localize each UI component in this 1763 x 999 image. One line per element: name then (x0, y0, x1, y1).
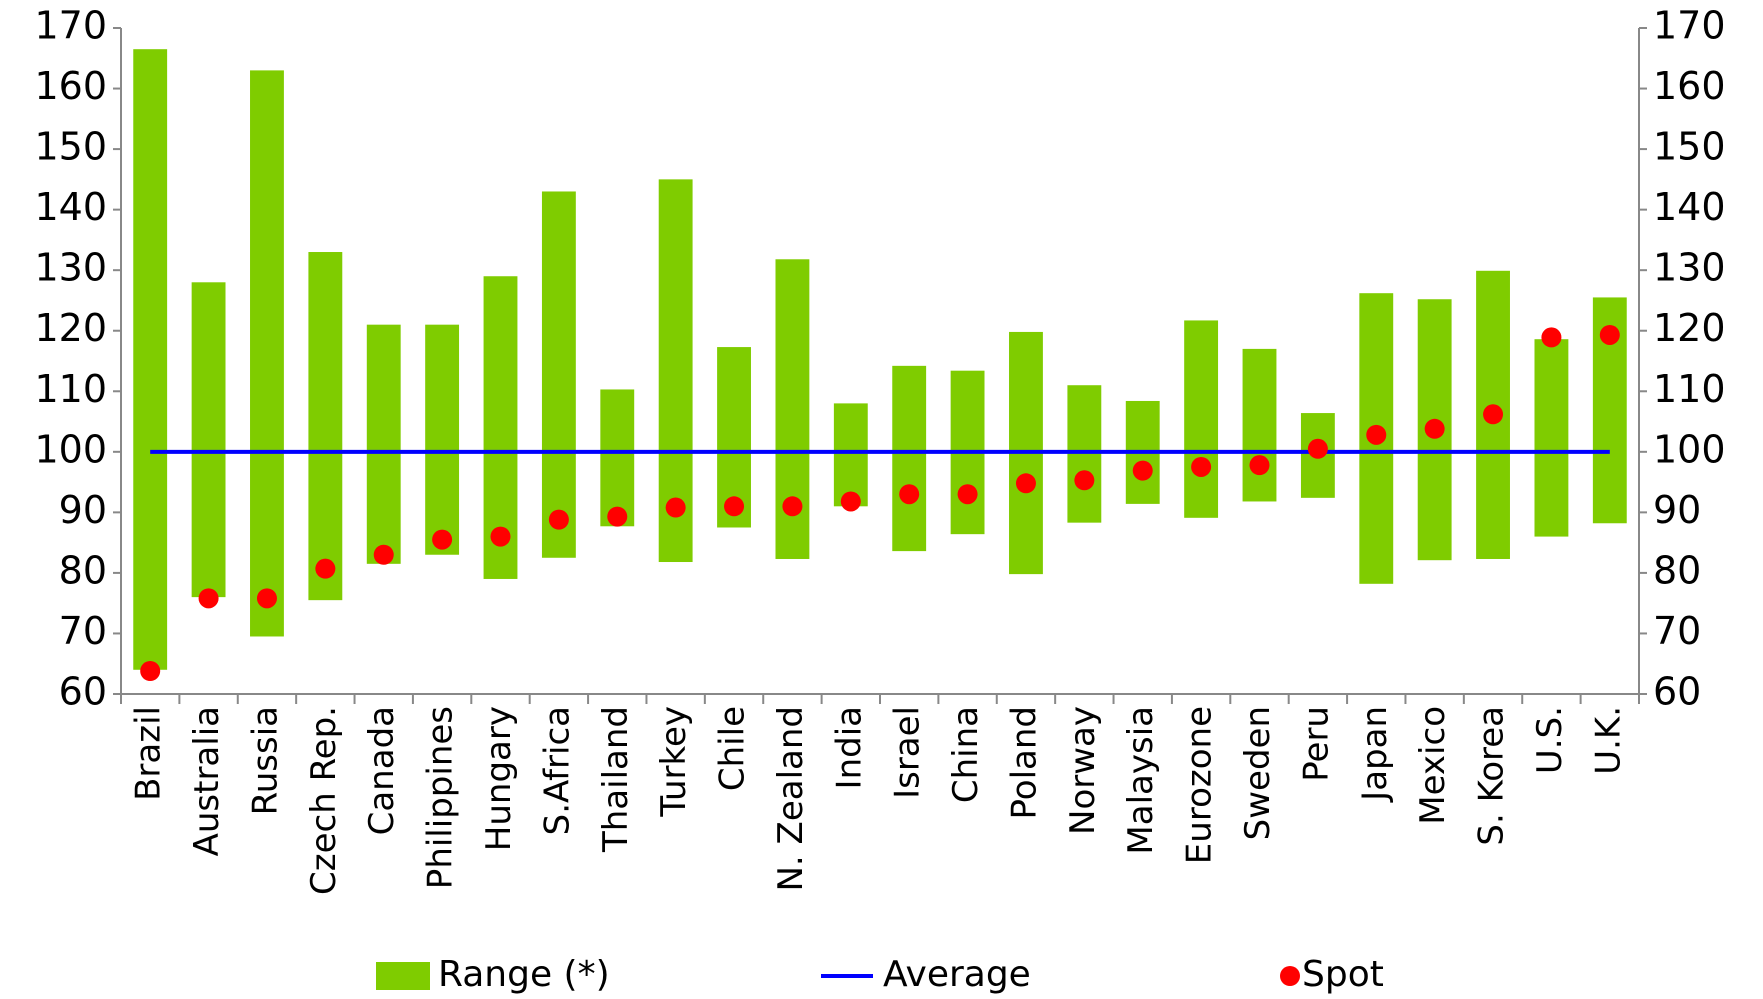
spot-dot (140, 660, 161, 681)
x-tick-label: Philippines (421, 706, 461, 889)
y-tick-label: 130 (34, 246, 107, 290)
y2-tick-label: 160 (1653, 64, 1726, 108)
y2-tick-label: 60 (1653, 670, 1701, 714)
y-tick-label: 100 (34, 427, 107, 471)
y2-tick-label: 90 (1653, 488, 1701, 532)
range-bar (191, 282, 226, 598)
y2-tick-label: 140 (1653, 185, 1726, 229)
y-tick-label: 110 (34, 367, 107, 411)
legend-label: Spot (1302, 954, 1384, 995)
spot-dot (1424, 418, 1445, 439)
legend-swatch (376, 962, 430, 990)
x-tick-label: Eurozone (1180, 706, 1220, 864)
spot-dot (724, 496, 745, 517)
spot-dot (1015, 473, 1036, 494)
range-bar (1184, 320, 1219, 518)
y-tick-label: 80 (59, 548, 107, 592)
y2-tick-label: 120 (1653, 306, 1726, 350)
spot-dot (1074, 470, 1095, 491)
y-tick-label: 160 (34, 64, 107, 108)
spot-dot (1191, 456, 1212, 477)
range-bar (133, 49, 168, 670)
x-tick-label: N. Zealand (771, 706, 811, 892)
spot-dot (198, 588, 219, 609)
x-tick-label: Brazil (129, 706, 169, 801)
x-tick-label: Japan (1355, 706, 1395, 803)
x-tick-label: U.S. (1530, 706, 1570, 774)
x-tick-label: Canada (362, 706, 402, 835)
spot-dot (1132, 460, 1153, 481)
spot-dot (607, 506, 628, 527)
spot-dot (315, 558, 336, 579)
x-tick-label: Malaysia (1121, 706, 1161, 855)
y-tick-label: 60 (59, 670, 107, 714)
y2-tick-label: 110 (1653, 367, 1726, 411)
spot-dot (1366, 424, 1387, 445)
range-bar (600, 389, 635, 527)
range-bar (1242, 348, 1277, 502)
legend-swatch (1280, 966, 1300, 986)
y2-tick-label: 80 (1653, 548, 1701, 592)
spot-dot (665, 497, 686, 518)
range-bar (1067, 385, 1102, 523)
y2-tick-label: 100 (1653, 427, 1726, 471)
y-tick-label: 70 (59, 609, 107, 653)
spot-dot (256, 588, 277, 609)
spot-dot (1541, 327, 1562, 348)
range-bar (833, 403, 868, 507)
x-tick-label: Australia (187, 706, 227, 856)
x-tick-label: Turkey (654, 706, 694, 818)
x-tick-label: Czech Rep. (304, 706, 344, 895)
y-tick-label: 150 (34, 125, 107, 169)
spot-dot (373, 544, 394, 565)
range-bar (892, 365, 927, 552)
x-tick-label: Thailand (596, 706, 636, 853)
x-tick-label: China (946, 706, 986, 803)
spot-dot (432, 529, 453, 550)
spot-dot (782, 496, 803, 517)
x-tick-label: Poland (1004, 706, 1044, 820)
x-tick-label: Hungary (479, 706, 519, 851)
y-tick-label: 170 (34, 4, 107, 48)
y2-tick-label: 70 (1653, 609, 1701, 653)
x-tick-label: Israel (888, 706, 928, 799)
range-bar (425, 324, 460, 555)
range-bar (366, 324, 401, 564)
spot-dot (840, 491, 861, 512)
x-tick-label: Sweden (1238, 706, 1278, 840)
legend-label: Range (*) (438, 954, 610, 995)
y-tick-label: 140 (34, 185, 107, 229)
x-tick-label: S. Korea (1472, 706, 1512, 846)
range-bar (541, 191, 576, 558)
y-tick-label: 120 (34, 306, 107, 350)
legend-label: Average (883, 954, 1031, 995)
spot-dot (1307, 438, 1328, 459)
spot-dot (490, 526, 511, 547)
x-tick-label: Chile (713, 706, 753, 791)
range-bar (308, 252, 343, 601)
range-bar (1534, 339, 1569, 537)
x-tick-label: Peru (1296, 706, 1336, 782)
x-tick-label: U.K. (1588, 706, 1628, 775)
spot-dot (957, 484, 978, 505)
spot-dot (1599, 324, 1620, 345)
spot-dot (899, 484, 920, 505)
x-tick-label: Norway (1063, 706, 1103, 835)
y2-tick-label: 170 (1653, 4, 1726, 48)
y-tick-label: 90 (59, 488, 107, 532)
spot-dot (1249, 455, 1270, 476)
x-tick-label: Russia (245, 706, 285, 815)
y2-tick-label: 150 (1653, 125, 1726, 169)
x-tick-label: S.Africa (537, 706, 577, 835)
range-bar (250, 70, 284, 637)
spot-dot (548, 509, 569, 530)
x-tick-label: India (829, 706, 869, 789)
y2-tick-label: 130 (1653, 246, 1726, 290)
spot-dot (1483, 404, 1504, 425)
x-tick-label: Mexico (1413, 706, 1453, 825)
